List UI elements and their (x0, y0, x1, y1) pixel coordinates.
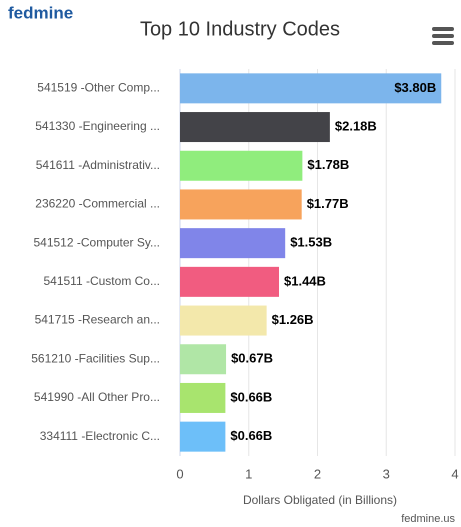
value-label: $0.66B (230, 389, 272, 404)
y-tick-label: 561210 -Facilities Sup... (31, 351, 160, 365)
y-tick-label: 541519 -Other Comp... (37, 81, 160, 95)
bar (180, 150, 303, 181)
x-tick-label: 0 (176, 466, 183, 481)
y-tick-label: 541990 -All Other Pro... (34, 390, 160, 404)
bar (180, 73, 442, 104)
bar (180, 344, 227, 375)
value-label: $1.53B (290, 235, 332, 250)
value-label: $0.66B (230, 428, 272, 443)
x-tick-label: 2 (314, 466, 321, 481)
y-tick-label: 541512 -Computer Sy... (33, 235, 160, 249)
bar (180, 305, 267, 336)
bar (180, 112, 330, 143)
chart-title: Top 10 Industry Codes (140, 18, 340, 40)
bar (180, 228, 286, 259)
menu-bar (432, 34, 454, 38)
y-tick-label: 541330 -Engineering ... (35, 119, 160, 133)
value-label: $3.80B (394, 80, 436, 95)
y-tick-label: 541611 -Administrativ... (36, 158, 160, 172)
value-label: $2.18B (335, 118, 377, 133)
bar (180, 382, 226, 413)
menu-bar (432, 27, 454, 31)
bar (180, 421, 226, 452)
x-tick-label: 3 (383, 466, 390, 481)
bar (180, 189, 302, 220)
value-label: $1.26B (272, 312, 314, 327)
value-label: $0.67B (231, 351, 273, 366)
x-axis-title: Dollars Obligated (in Billions) (243, 493, 397, 507)
menu-bar (432, 41, 454, 45)
credit: fedmine.us (401, 513, 455, 525)
value-label: $1.44B (284, 273, 326, 288)
value-label: $1.77B (307, 196, 349, 211)
brand-logo: fedmine (8, 3, 73, 22)
y-tick-label: 541511 -Custom Co... (43, 274, 160, 288)
bar (180, 266, 279, 297)
value-label: $1.78B (307, 157, 349, 172)
x-tick-label: 4 (451, 466, 458, 481)
y-tick-label: 236220 -Commercial ... (35, 197, 160, 211)
x-tick-label: 1 (245, 466, 252, 481)
y-tick-label: 541715 -Research an... (35, 313, 160, 327)
y-tick-label: 334111 -Electronic C... (40, 429, 160, 443)
menu-button[interactable] (432, 27, 454, 45)
